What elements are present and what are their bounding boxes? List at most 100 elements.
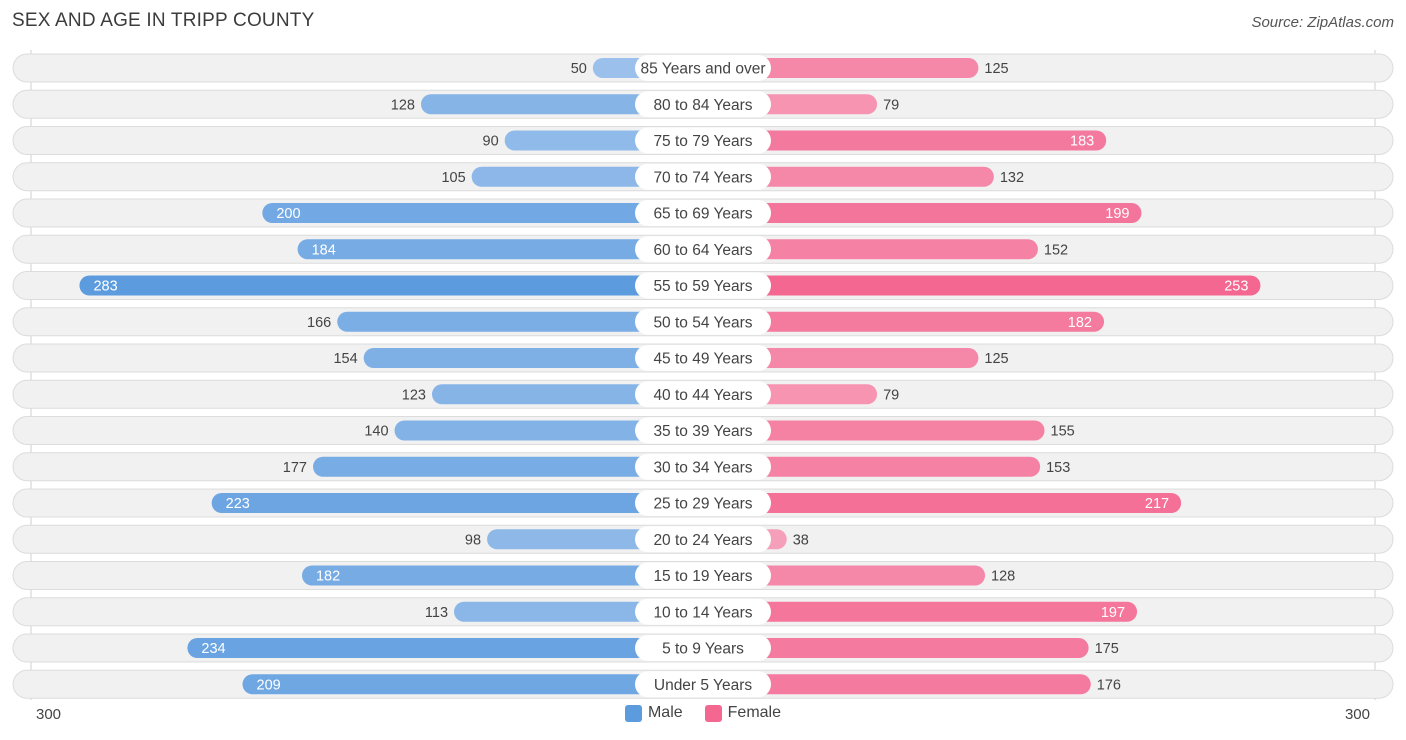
category-label: 25 to 29 Years — [653, 496, 752, 513]
category-label: 20 to 24 Years — [653, 532, 752, 549]
category-label: 15 to 19 Years — [653, 568, 752, 585]
legend: Male Female — [0, 704, 1406, 722]
category-label-bg — [635, 236, 771, 263]
category-label-bg — [635, 127, 771, 154]
female-value-label: 79 — [883, 97, 899, 113]
chart-title: SEX AND AGE IN TRIPP COUNTY — [12, 10, 315, 31]
age-row: 50 to 54 Years 166 182 — [12, 307, 1394, 337]
male-bar — [301, 565, 713, 586]
category-label-bg — [635, 671, 771, 698]
legend-label-male: Male — [647, 704, 683, 721]
male-value-label: 113 — [425, 605, 448, 621]
population-pyramid-chart: 85 Years and over 50 125 80 to 84 Years 128 7… — [12, 50, 1394, 700]
female-value-label: 125 — [984, 61, 1008, 77]
age-row: 35 to 39 Years 140 155 — [12, 416, 1394, 445]
age-row: 25 to 29 Years 223 217 — [12, 488, 1394, 518]
axis-right-label: 300 — [1344, 706, 1370, 723]
age-row: 60 to 64 Years 184 152 — [12, 234, 1394, 264]
female-value-label: 253 — [1224, 279, 1248, 295]
category-label-bg — [635, 562, 771, 589]
category-label-bg — [635, 345, 771, 371]
male-value-label: 283 — [93, 279, 117, 295]
legend-swatch-female — [704, 704, 722, 722]
male-value-label: 223 — [226, 496, 250, 512]
male-value-label: 123 — [402, 387, 426, 403]
category-label: 30 to 34 Years — [653, 459, 752, 476]
male-value-label: 105 — [441, 170, 465, 186]
female-bar — [693, 130, 1107, 151]
category-label-bg — [635, 490, 771, 516]
female-value-label: 199 — [1105, 206, 1129, 222]
female-value-label: 197 — [1101, 605, 1125, 621]
age-row: 10 to 14 Years 113 197 — [12, 597, 1394, 627]
female-value-label: 182 — [1068, 315, 1092, 331]
female-bar — [693, 311, 1105, 332]
male-value-label: 209 — [257, 677, 281, 693]
male-bar — [187, 638, 714, 658]
female-bar — [693, 674, 1091, 695]
male-value-label: 177 — [283, 460, 307, 476]
age-row: 80 to 84 Years 128 79 — [12, 89, 1394, 119]
category-label-bg — [635, 417, 771, 444]
male-bar — [262, 203, 713, 223]
female-value-label: 38 — [793, 532, 809, 548]
age-row: 55 to 59 Years 283 253 — [12, 271, 1394, 300]
female-value-label: 132 — [1000, 170, 1024, 186]
category-label-bg — [635, 598, 771, 625]
legend-item-female[interactable]: Female — [704, 704, 782, 722]
male-bar — [363, 348, 713, 368]
female-bar — [693, 493, 1182, 513]
female-bar — [693, 239, 1038, 260]
female-value-label: 183 — [1070, 134, 1094, 150]
male-bar — [297, 239, 713, 260]
female-value-label: 155 — [1051, 424, 1075, 440]
male-value-label: 166 — [307, 315, 331, 331]
category-label-bg — [635, 308, 771, 335]
category-label: 60 to 64 Years — [653, 242, 752, 259]
female-value-label: 128 — [991, 569, 1015, 585]
male-bar — [313, 456, 713, 477]
female-value-label: 152 — [1044, 242, 1068, 258]
category-label: 5 to 9 Years — [662, 641, 744, 658]
category-label-bg — [635, 526, 771, 553]
category-label: 35 to 39 Years — [653, 423, 752, 440]
age-row: 65 to 69 Years 200 199 — [12, 198, 1394, 228]
legend-item-male[interactable]: Male — [624, 704, 683, 722]
female-value-label: 79 — [883, 387, 899, 403]
female-bar — [693, 203, 1142, 223]
male-bar — [79, 275, 713, 296]
category-label-bg — [635, 163, 771, 190]
male-value-label: 128 — [391, 97, 415, 113]
age-row: 5 to 9 Years 234 175 — [12, 633, 1394, 663]
female-value-label: 217 — [1145, 496, 1169, 512]
category-label: 50 to 54 Years — [653, 314, 752, 331]
female-bar — [693, 601, 1138, 622]
category-label-bg — [635, 55, 771, 81]
category-label: 70 to 74 Years — [653, 169, 752, 186]
age-row: 85 Years and over 50 125 — [12, 53, 1394, 83]
male-value-label: 200 — [276, 206, 300, 222]
age-row: 70 to 74 Years 105 132 — [12, 162, 1394, 192]
age-row: 40 to 44 Years 123 79 — [12, 379, 1394, 409]
female-bar — [693, 420, 1045, 441]
male-value-label: 140 — [364, 424, 388, 440]
legend-label-female: Female — [727, 704, 782, 721]
category-label: 80 to 84 Years — [653, 97, 752, 114]
male-value-label: 154 — [333, 351, 357, 367]
age-row: 75 to 79 Years 90 183 — [12, 126, 1394, 155]
male-bar — [394, 420, 713, 441]
female-value-label: 176 — [1097, 677, 1121, 693]
age-row: 30 to 34 Years 177 153 — [12, 452, 1394, 482]
male-bar — [211, 493, 713, 513]
female-value-label: 153 — [1046, 460, 1070, 476]
female-bar — [693, 275, 1261, 296]
age-row: 15 to 19 Years 182 128 — [12, 561, 1394, 590]
axis-left-label: 300 — [36, 706, 62, 723]
male-value-label: 50 — [571, 61, 587, 77]
category-label-bg — [635, 200, 771, 226]
female-value-label: 125 — [984, 351, 1008, 367]
female-value-label: 175 — [1095, 641, 1119, 657]
category-label: 75 to 79 Years — [653, 133, 752, 150]
category-label-bg — [635, 272, 771, 299]
category-label-bg — [635, 453, 771, 480]
